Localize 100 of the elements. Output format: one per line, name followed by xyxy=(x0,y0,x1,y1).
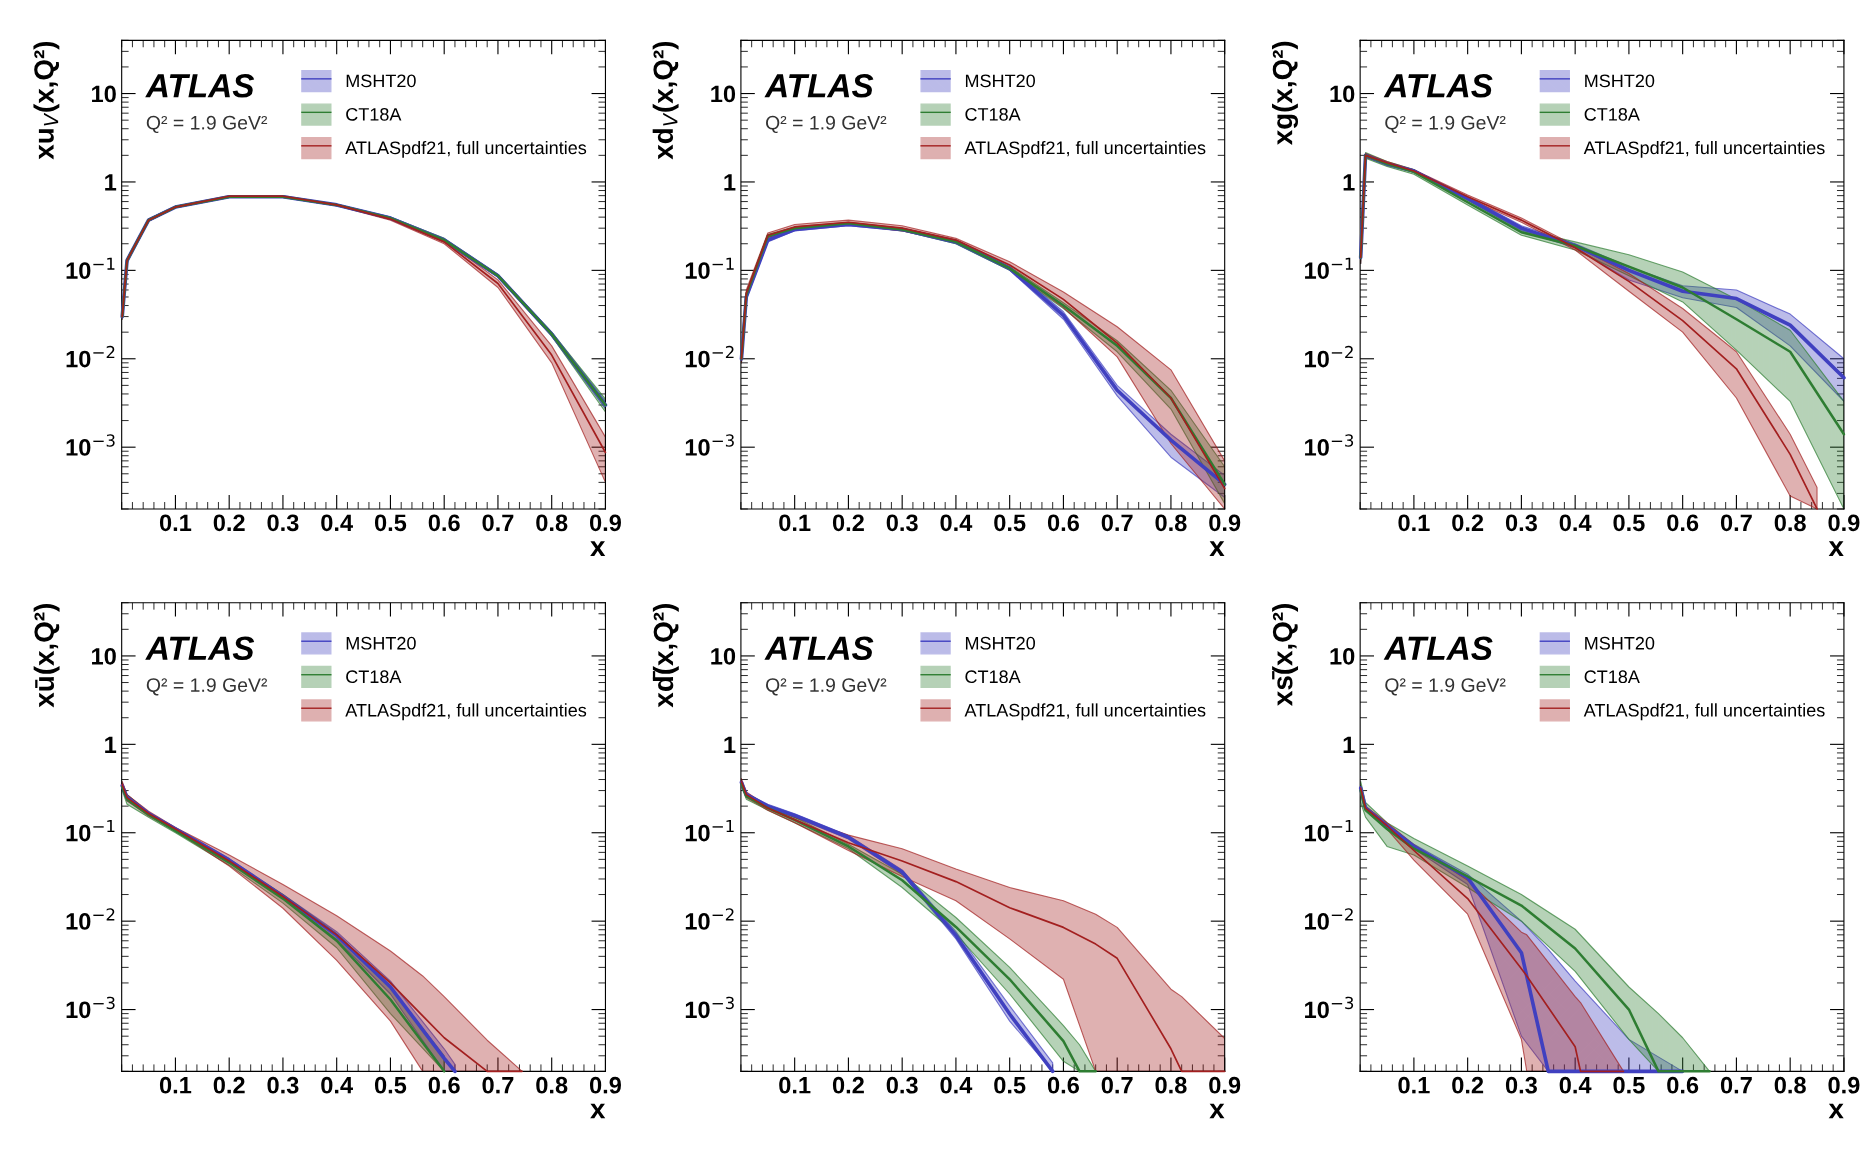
annotation: ATLAS xyxy=(145,74,255,98)
y-tick-label: 10 xyxy=(1330,648,1355,665)
x-tick-label: 0.3 xyxy=(886,514,918,532)
y-tick-label: 10$^{−3}$ xyxy=(685,996,734,1019)
y-tick-label: 10$^{−3}$ xyxy=(685,434,734,456)
annotation: Q² = 1.9 GeV² xyxy=(1385,678,1506,696)
legend-label: CT18A xyxy=(965,107,1021,121)
y-tick-label: 10$^{−1}$ xyxy=(66,257,115,279)
legend-label: ATLASpdf21, full uncertainties xyxy=(964,703,1206,721)
y-tick-label: 10$^{−3}$ xyxy=(66,434,115,456)
x-tick-label: 0.5 xyxy=(1613,514,1645,532)
x-tick-label: 0.8 xyxy=(1155,1076,1187,1094)
annotation: ATLAS xyxy=(764,636,874,660)
x-tick-label: 0.5 xyxy=(1613,1076,1645,1094)
x-tick-label: 0.2 xyxy=(1452,514,1484,532)
y-tick-label: 10$^{−2}$ xyxy=(66,345,115,368)
legend-label: ATLASpdf21, full uncertainties xyxy=(1583,140,1825,158)
x-tick-label: 0.7 xyxy=(482,514,514,532)
legend-label: MSHT20 xyxy=(1585,636,1655,650)
y-tick-label: 1 xyxy=(105,174,117,191)
x-axis-title: x xyxy=(1828,1103,1844,1119)
x-tick-label: 0.6 xyxy=(428,514,460,532)
x-tick-label: 0.3 xyxy=(1505,1076,1537,1094)
x-tick-label: 0.8 xyxy=(1774,1076,1806,1094)
y-axis-title: xd$_{V}$(x,Q²) xyxy=(652,41,679,160)
x-tick-label: 0.6 xyxy=(1667,1076,1699,1094)
annotation: Q² = 1.9 GeV² xyxy=(766,678,887,696)
x-tick-label: 0.6 xyxy=(1047,1076,1079,1094)
x-tick-label: 0.4 xyxy=(321,514,353,532)
x-axis-title: x xyxy=(1209,541,1225,556)
y-tick-label: 1 xyxy=(1343,736,1355,753)
legend-label: CT18A xyxy=(1584,670,1640,684)
x-tick-label: 0.1 xyxy=(159,514,192,532)
annotation: ATLAS xyxy=(1383,636,1493,660)
x-axis-title: x xyxy=(590,541,606,556)
legend-label: MSHT20 xyxy=(965,636,1036,650)
legend-label: MSHT20 xyxy=(346,74,416,88)
x-tick-label: 0.9 xyxy=(1828,514,1860,532)
y-tick-label: 10$^{−2}$ xyxy=(685,345,734,368)
x-tick-label: 0.5 xyxy=(994,1076,1026,1094)
x-axis-title: x xyxy=(590,1103,606,1119)
y-tick-label: 1 xyxy=(724,736,736,753)
annotation: ATLAS xyxy=(1383,74,1493,98)
annotation: ATLAS xyxy=(764,74,874,98)
legend-label: ATLASpdf21, full uncertainties xyxy=(345,140,587,158)
x-tick-label: 0.6 xyxy=(1047,514,1079,532)
legend-label: CT18A xyxy=(346,107,402,121)
legend-label: ATLASpdf21, full uncertainties xyxy=(964,140,1206,158)
y-tick-label: 10$^{−2}$ xyxy=(1305,908,1353,930)
y-tick-label: 10 xyxy=(711,85,736,103)
y-tick-label: 10$^{−2}$ xyxy=(685,908,734,930)
x-tick-label: 0.1 xyxy=(779,1076,811,1094)
y-tick-label: 10 xyxy=(92,648,116,665)
x-tick-label: 0.7 xyxy=(1720,1076,1752,1094)
x-tick-label: 0.4 xyxy=(1559,514,1592,532)
x-tick-label: 0.1 xyxy=(1398,1076,1430,1094)
x-tick-label: 0.7 xyxy=(1101,514,1133,532)
y-axis-title: xg(x,Q²) xyxy=(1272,41,1299,146)
x-tick-label: 0.3 xyxy=(886,1076,918,1094)
x-tick-label: 0.2 xyxy=(213,514,245,532)
y-axis-title: xs̄(x,Q²) xyxy=(1272,604,1299,706)
x-tick-label: 0.3 xyxy=(267,514,299,532)
y-tick-label: 1 xyxy=(1343,174,1355,191)
x-tick-label: 0.8 xyxy=(1155,514,1187,532)
y-tick-label: 10$^{−3}$ xyxy=(1305,434,1354,456)
x-tick-label: 0.4 xyxy=(1559,1076,1592,1094)
legend-label: ATLASpdf21, full uncertainties xyxy=(345,703,587,721)
legend-label: CT18A xyxy=(965,670,1021,684)
x-tick-label: 0.9 xyxy=(1209,514,1241,532)
y-axis-title: xu$_{V}$(x,Q²) xyxy=(33,41,60,160)
y-tick-label: 10$^{−1}$ xyxy=(1305,257,1353,279)
y-axis-title: xū(x,Q²) xyxy=(33,604,60,708)
x-tick-label: 0.9 xyxy=(589,1076,621,1094)
y-axis-title: xd̄(x,Q²) xyxy=(652,604,679,708)
y-tick-label: 1 xyxy=(105,736,117,753)
x-axis-title: x xyxy=(1209,1103,1225,1119)
y-tick-label: 10 xyxy=(92,85,116,103)
x-tick-label: 0.5 xyxy=(374,514,407,532)
x-tick-label: 0.3 xyxy=(267,1076,299,1094)
x-tick-label: 0.6 xyxy=(1667,514,1699,532)
annotation: Q² = 1.9 GeV² xyxy=(1385,115,1506,134)
x-tick-label: 0.4 xyxy=(321,1076,353,1094)
x-tick-label: 0.7 xyxy=(1720,514,1752,532)
annotation: Q² = 1.9 GeV² xyxy=(766,115,887,134)
y-tick-label: 10 xyxy=(1330,85,1355,103)
legend-label: CT18A xyxy=(346,670,402,684)
y-tick-label: 10$^{−1}$ xyxy=(685,257,734,279)
x-tick-label: 0.5 xyxy=(994,514,1026,532)
x-tick-label: 0.1 xyxy=(159,1076,192,1094)
legend-label: MSHT20 xyxy=(965,74,1036,88)
x-tick-label: 0.6 xyxy=(428,1076,460,1094)
x-tick-label: 0.9 xyxy=(589,514,621,532)
x-tick-label: 0.2 xyxy=(832,514,864,532)
y-tick-label: 10$^{−1}$ xyxy=(1305,820,1353,842)
x-tick-label: 0.2 xyxy=(1452,1076,1484,1094)
x-tick-label: 0.4 xyxy=(940,514,973,532)
y-tick-label: 10$^{−3}$ xyxy=(1305,996,1354,1019)
x-tick-label: 0.8 xyxy=(536,514,568,532)
annotation: Q² = 1.9 GeV² xyxy=(146,678,268,696)
x-tick-label: 0.9 xyxy=(1828,1076,1860,1094)
